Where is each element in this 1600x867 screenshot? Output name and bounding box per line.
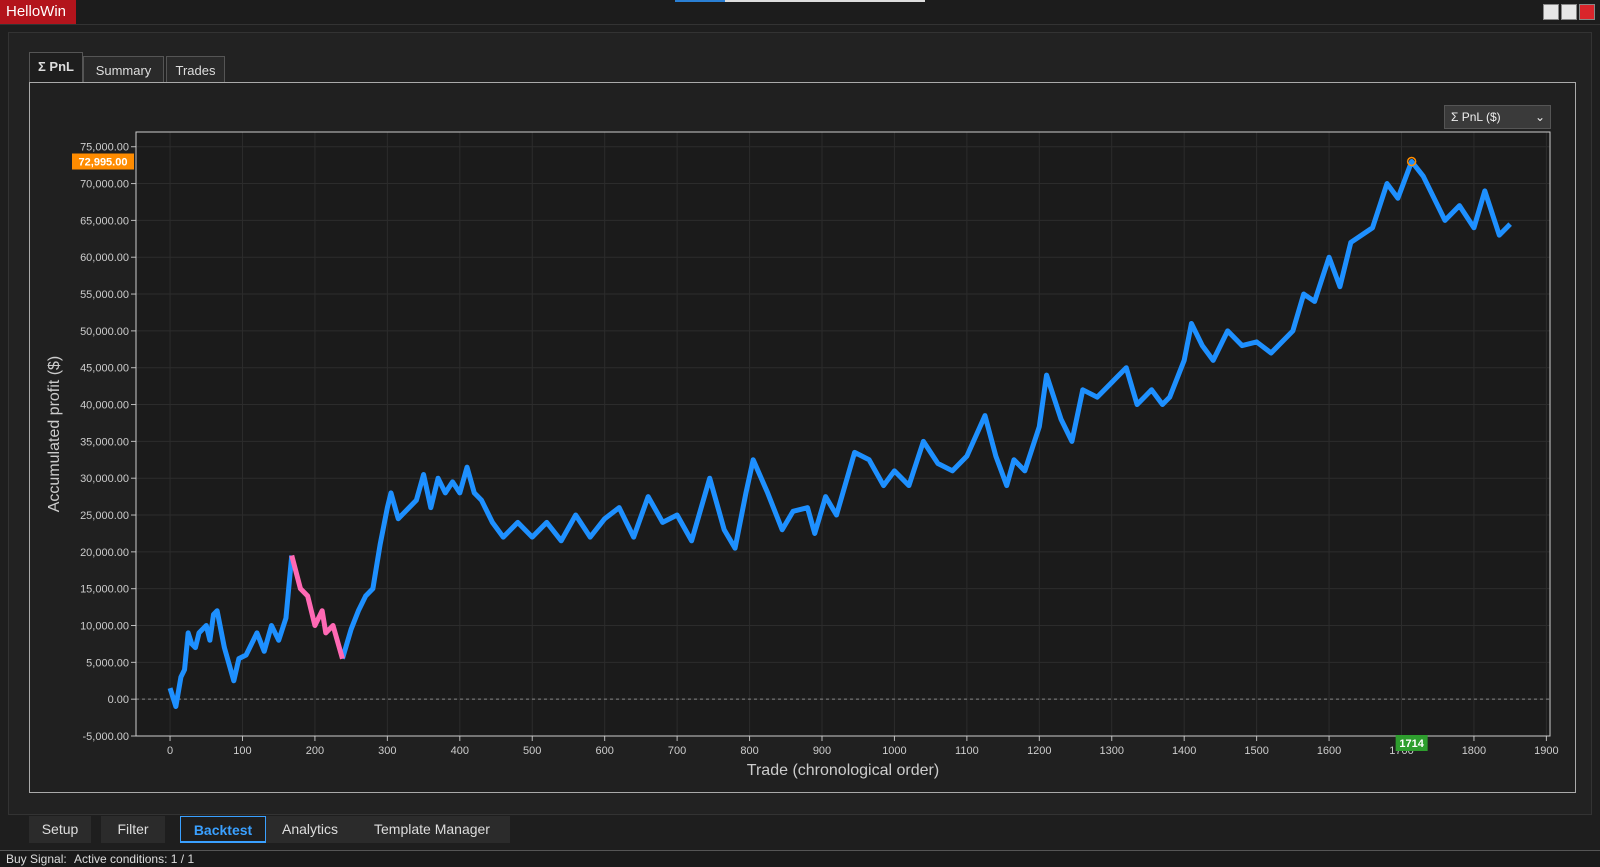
x-tick-label: 1600 — [1317, 745, 1341, 757]
indicator — [675, 0, 725, 2]
restore-button[interactable] — [1561, 4, 1577, 20]
x-tick-label: 1300 — [1100, 745, 1124, 757]
peak-marker — [1406, 156, 1417, 167]
bottom-tab[interactable]: Backtest — [180, 816, 266, 843]
x-tick-label: 800 — [740, 745, 758, 757]
x-tick-label: 300 — [378, 745, 396, 757]
y-tick-label: 65,000.00 — [80, 215, 129, 227]
x-tick-label: 500 — [523, 745, 541, 757]
y-tick-label: 10,000.00 — [80, 621, 129, 633]
x-tick-label: 200 — [306, 745, 324, 757]
x-tick-label: 1500 — [1244, 745, 1268, 757]
y-tick-label: 75,000.00 — [80, 142, 129, 154]
tab[interactable]: Σ PnL — [29, 52, 83, 83]
indicator — [725, 0, 925, 2]
y-tick-label: 40,000.00 — [80, 400, 129, 412]
x-tick-label: 900 — [813, 745, 831, 757]
x-tick-label: 1100 — [955, 745, 979, 757]
dropdown-arrow: ⌄ — [1534, 110, 1545, 124]
bottom-tab[interactable]: Filter — [101, 816, 165, 843]
status-text: Buy Signal: — [6, 852, 67, 866]
title-bar: HelloWin — [0, 0, 1600, 25]
y-tick-label: -5,000.00 — [83, 731, 129, 743]
pnl-line — [167, 159, 1512, 710]
app-title: HelloWin — [0, 0, 76, 24]
y-crosshair-label: 72,995.00 — [79, 157, 128, 169]
plot-border — [135, 131, 1551, 737]
close-button[interactable] — [1579, 4, 1595, 20]
tab[interactable]: Trades — [166, 56, 225, 83]
y-tick-label: 5,000.00 — [86, 657, 129, 669]
y-tick-label: 55,000.00 — [80, 289, 129, 301]
x-tick-label: 1900 — [1534, 745, 1558, 757]
x-tick-label: 600 — [595, 745, 613, 757]
y-axis-title: Accumulated profit ($) — [46, 356, 63, 513]
y-tick-label: 15,000.00 — [80, 584, 129, 596]
dropdown[interactable]: Σ PnL ($) ⌄ — [1444, 105, 1551, 129]
y-tick-label: 25,000.00 — [80, 510, 129, 522]
minimize-button[interactable] — [1543, 4, 1559, 20]
y-tick-label: 30,000.00 — [80, 473, 129, 485]
y-tick-label: 60,000.00 — [80, 252, 129, 264]
x-crosshair-box — [1395, 735, 1428, 751]
x-axis-title: Trade (chronological order) — [747, 762, 939, 779]
y-tick-label: 70,000.00 — [80, 179, 129, 191]
dropdown-text: Σ PnL ($) — [1451, 110, 1501, 124]
x-tick-label: 400 — [451, 745, 469, 757]
x-tick-label: 1400 — [1172, 745, 1196, 757]
bottom-tab[interactable]: Analytics — [266, 816, 354, 843]
x-tick-label: 100 — [233, 745, 251, 757]
status-text: Active conditions: 1 / 1 — [74, 852, 195, 866]
y-tick-label: 35,000.00 — [80, 436, 129, 448]
status-bar: Buy Signal: Active conditions: 1 / 1 — [0, 850, 1600, 867]
y-tick-label: 0.00 — [108, 694, 129, 706]
plot-area — [136, 132, 1550, 736]
x-tick-label: 1200 — [1027, 745, 1051, 757]
x-tick-label: 1000 — [882, 745, 906, 757]
y-tick-label: 45,000.00 — [80, 363, 129, 375]
x-crosshair-label: 1714 — [1399, 738, 1424, 750]
x-tick-label: 700 — [668, 745, 686, 757]
tab[interactable]: Summary — [83, 56, 164, 83]
x-tick-label: 1800 — [1462, 745, 1486, 757]
y-tick-label: 20,000.00 — [80, 547, 129, 559]
pnl-line — [289, 554, 345, 660]
y-crosshair-box — [72, 153, 134, 170]
bottom-tab[interactable]: Setup — [29, 816, 91, 843]
x-tick-label: 0 — [167, 745, 173, 757]
y-tick-label: 50,000.00 — [80, 326, 129, 338]
bottom-tab[interactable]: Template Manager — [354, 816, 510, 843]
